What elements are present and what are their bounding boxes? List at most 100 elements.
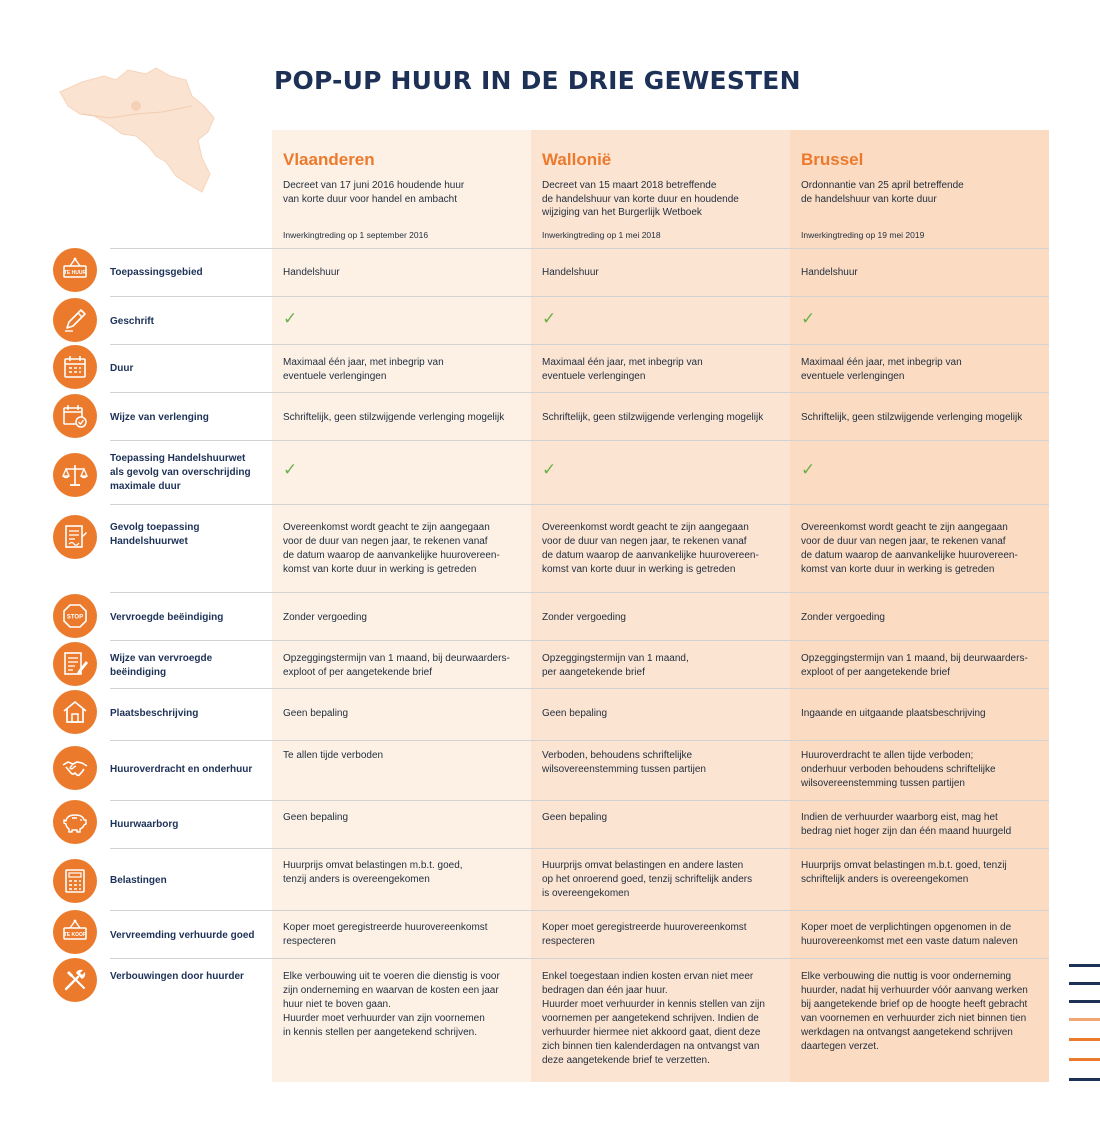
table-cell: Opzeggingstermijn van 1 maand, per aange… xyxy=(542,653,689,678)
checkmark-icon: ✓ xyxy=(283,460,298,479)
row-divider xyxy=(110,958,1049,959)
table-cell: Zonder vergoeding xyxy=(283,612,367,623)
table-cell: Koper moet geregistreerde huurovereenkom… xyxy=(283,922,488,947)
calendar-icon xyxy=(53,345,97,389)
table-cell: Maximaal één jaar, met inbegrip van even… xyxy=(283,357,444,382)
svg-text:STOP: STOP xyxy=(67,615,83,621)
row-label: Toepassing Handelshuurwet als gevolg van… xyxy=(110,453,251,492)
row-label: Verbouwingen door huurder xyxy=(110,971,244,982)
table-cell: Maximaal één jaar, met inbegrip van even… xyxy=(542,357,703,382)
table-cell: Huurprijs omvat belastingen en andere la… xyxy=(542,860,753,899)
table-cell: Enkel toegestaan indien kosten ervan nie… xyxy=(542,971,765,1066)
table-cell: Geen bepaling xyxy=(283,812,349,823)
document-pen-icon xyxy=(53,642,97,686)
row-divider xyxy=(110,344,1049,345)
page-title: POP-UP HUUR IN DE DRIE GEWESTEN xyxy=(274,66,801,95)
table-cell: Huuroverdracht te allen tijde verboden; … xyxy=(801,750,996,789)
row-divider xyxy=(110,440,1049,441)
table-cell: Koper moet de verplichtingen opgenomen i… xyxy=(801,922,1018,947)
table-cell: Handelshuur xyxy=(801,267,858,278)
row-label: Huuroverdracht en onderhuur xyxy=(110,764,253,775)
row-label: Huurwaarborg xyxy=(110,819,179,830)
checkmark-icon: ✓ xyxy=(542,460,557,479)
column-background-brussel xyxy=(790,130,1049,1082)
row-divider xyxy=(110,848,1049,849)
table-cell: Geen bepaling xyxy=(542,708,608,719)
decoration-stripe xyxy=(1069,1038,1100,1041)
table-cell: Koper moet geregistreerde huurovereenkom… xyxy=(542,922,747,947)
table-cell: Opzeggingstermijn van 1 maand, bij deurw… xyxy=(801,653,1028,678)
piggy-bank-icon xyxy=(53,800,97,844)
table-cell: Schriftelijk, geen stilzwijgende verleng… xyxy=(283,412,505,423)
tools-icon xyxy=(53,958,97,1002)
decoration-stripe xyxy=(1069,1000,1100,1003)
row-label: Toepassingsgebied xyxy=(110,267,203,278)
table-cell: Overeenkomst wordt geacht te zijn aangeg… xyxy=(283,522,500,575)
table-cell: Handelshuur xyxy=(542,267,599,278)
table-cell: Elke verbouwing uit te voeren die dienst… xyxy=(283,971,500,1038)
te-koop-sign-icon: TE KOOP xyxy=(53,910,97,954)
table-cell: Schriftelijk, geen stilzwijgende verleng… xyxy=(801,412,1023,423)
row-label: Belastingen xyxy=(110,875,167,886)
column-name: Vlaanderen xyxy=(283,150,375,169)
table-cell: Verboden, behoudens schriftelijke wilsov… xyxy=(542,750,706,775)
column-decree: Decreet van 17 juni 2016 houdende huur v… xyxy=(283,180,465,205)
row-label: Vervreemding verhuurde goed xyxy=(110,930,255,941)
checkmark-icon: ✓ xyxy=(801,460,816,479)
row-divider xyxy=(110,248,1049,249)
column-effective-date: Inwerkingtreding op 1 september 2016 xyxy=(283,230,429,240)
column-name: Brussel xyxy=(801,150,864,169)
table-cell: Overeenkomst wordt geacht te zijn aangeg… xyxy=(801,522,1018,575)
table-cell: Huurprijs omvat belastingen m.b.t. goed,… xyxy=(283,860,463,885)
table-cell: Te allen tijde verboden xyxy=(283,750,384,761)
table-cell: Handelshuur xyxy=(283,267,340,278)
row-label: Plaatsbeschrijving xyxy=(110,708,199,719)
decoration-stripe xyxy=(1069,1018,1100,1021)
table-cell: Overeenkomst wordt geacht te zijn aangeg… xyxy=(542,522,759,575)
pen-icon xyxy=(53,298,97,342)
table-cell: Elke verbouwing die nuttig is voor onder… xyxy=(801,971,1028,1052)
row-label: Geschrift xyxy=(110,316,154,327)
house-icon xyxy=(53,690,97,734)
svg-text:TE KOOP: TE KOOP xyxy=(64,932,87,938)
row-divider xyxy=(110,910,1049,911)
table-cell: Maximaal één jaar, met inbegrip van even… xyxy=(801,357,962,382)
row-divider xyxy=(110,504,1049,505)
table-cell: Zonder vergoeding xyxy=(542,612,626,623)
table-cell: Opzeggingstermijn van 1 maand, bij deurw… xyxy=(283,653,510,678)
column-effective-date: Inwerkingtreding op 19 mei 2019 xyxy=(801,230,925,240)
decoration-stripe xyxy=(1069,964,1100,967)
column-decree: Decreet van 15 maart 2018 betreffende de… xyxy=(542,180,739,218)
column-background-vlaanderen xyxy=(272,130,531,1082)
row-label: Duur xyxy=(110,363,134,374)
table-cell: Indien de verhuurder waarborg eist, mag … xyxy=(801,812,1012,837)
decoration-stripe xyxy=(1069,982,1100,985)
te-huur-sign-icon: TE HUUR xyxy=(53,248,97,292)
column-header-vlaanderen: Vlaanderen Decreet van 17 juni 2016 houd… xyxy=(272,130,531,240)
tax-calculator-icon xyxy=(53,859,97,903)
column-background-wallonie xyxy=(531,130,790,1082)
row-divider xyxy=(110,688,1049,689)
row-divider xyxy=(110,640,1049,641)
row-label: Gevolg toepassing Handelshuurwet xyxy=(110,522,200,547)
row-divider xyxy=(110,392,1049,393)
calendar-check-icon xyxy=(53,394,97,438)
checkmark-icon: ✓ xyxy=(542,309,557,328)
decoration-stripe xyxy=(1069,1058,1100,1061)
stop-sign-icon: STOP xyxy=(53,594,97,638)
table-cell: Ingaande en uitgaande plaatsbeschrijving xyxy=(801,708,986,719)
table-cell: Geen bepaling xyxy=(283,708,349,719)
scales-icon xyxy=(53,453,97,497)
table-cell: Geen bepaling xyxy=(542,812,608,823)
table-cell: Schriftelijk, geen stilzwijgende verleng… xyxy=(542,412,764,423)
row-divider xyxy=(110,800,1049,801)
checkmark-icon: ✓ xyxy=(801,309,816,328)
contract-signature-icon xyxy=(53,515,97,559)
checkmark-icon: ✓ xyxy=(283,309,298,328)
column-effective-date: Inwerkingtreding op 1 mei 2018 xyxy=(542,230,661,240)
row-label: Wijze van verlenging xyxy=(110,412,209,423)
table-cell: Zonder vergoeding xyxy=(801,612,885,623)
belgium-map xyxy=(59,67,215,193)
column-decree: Ordonnantie van 25 april betreffende de … xyxy=(801,180,964,205)
row-divider xyxy=(110,740,1049,741)
